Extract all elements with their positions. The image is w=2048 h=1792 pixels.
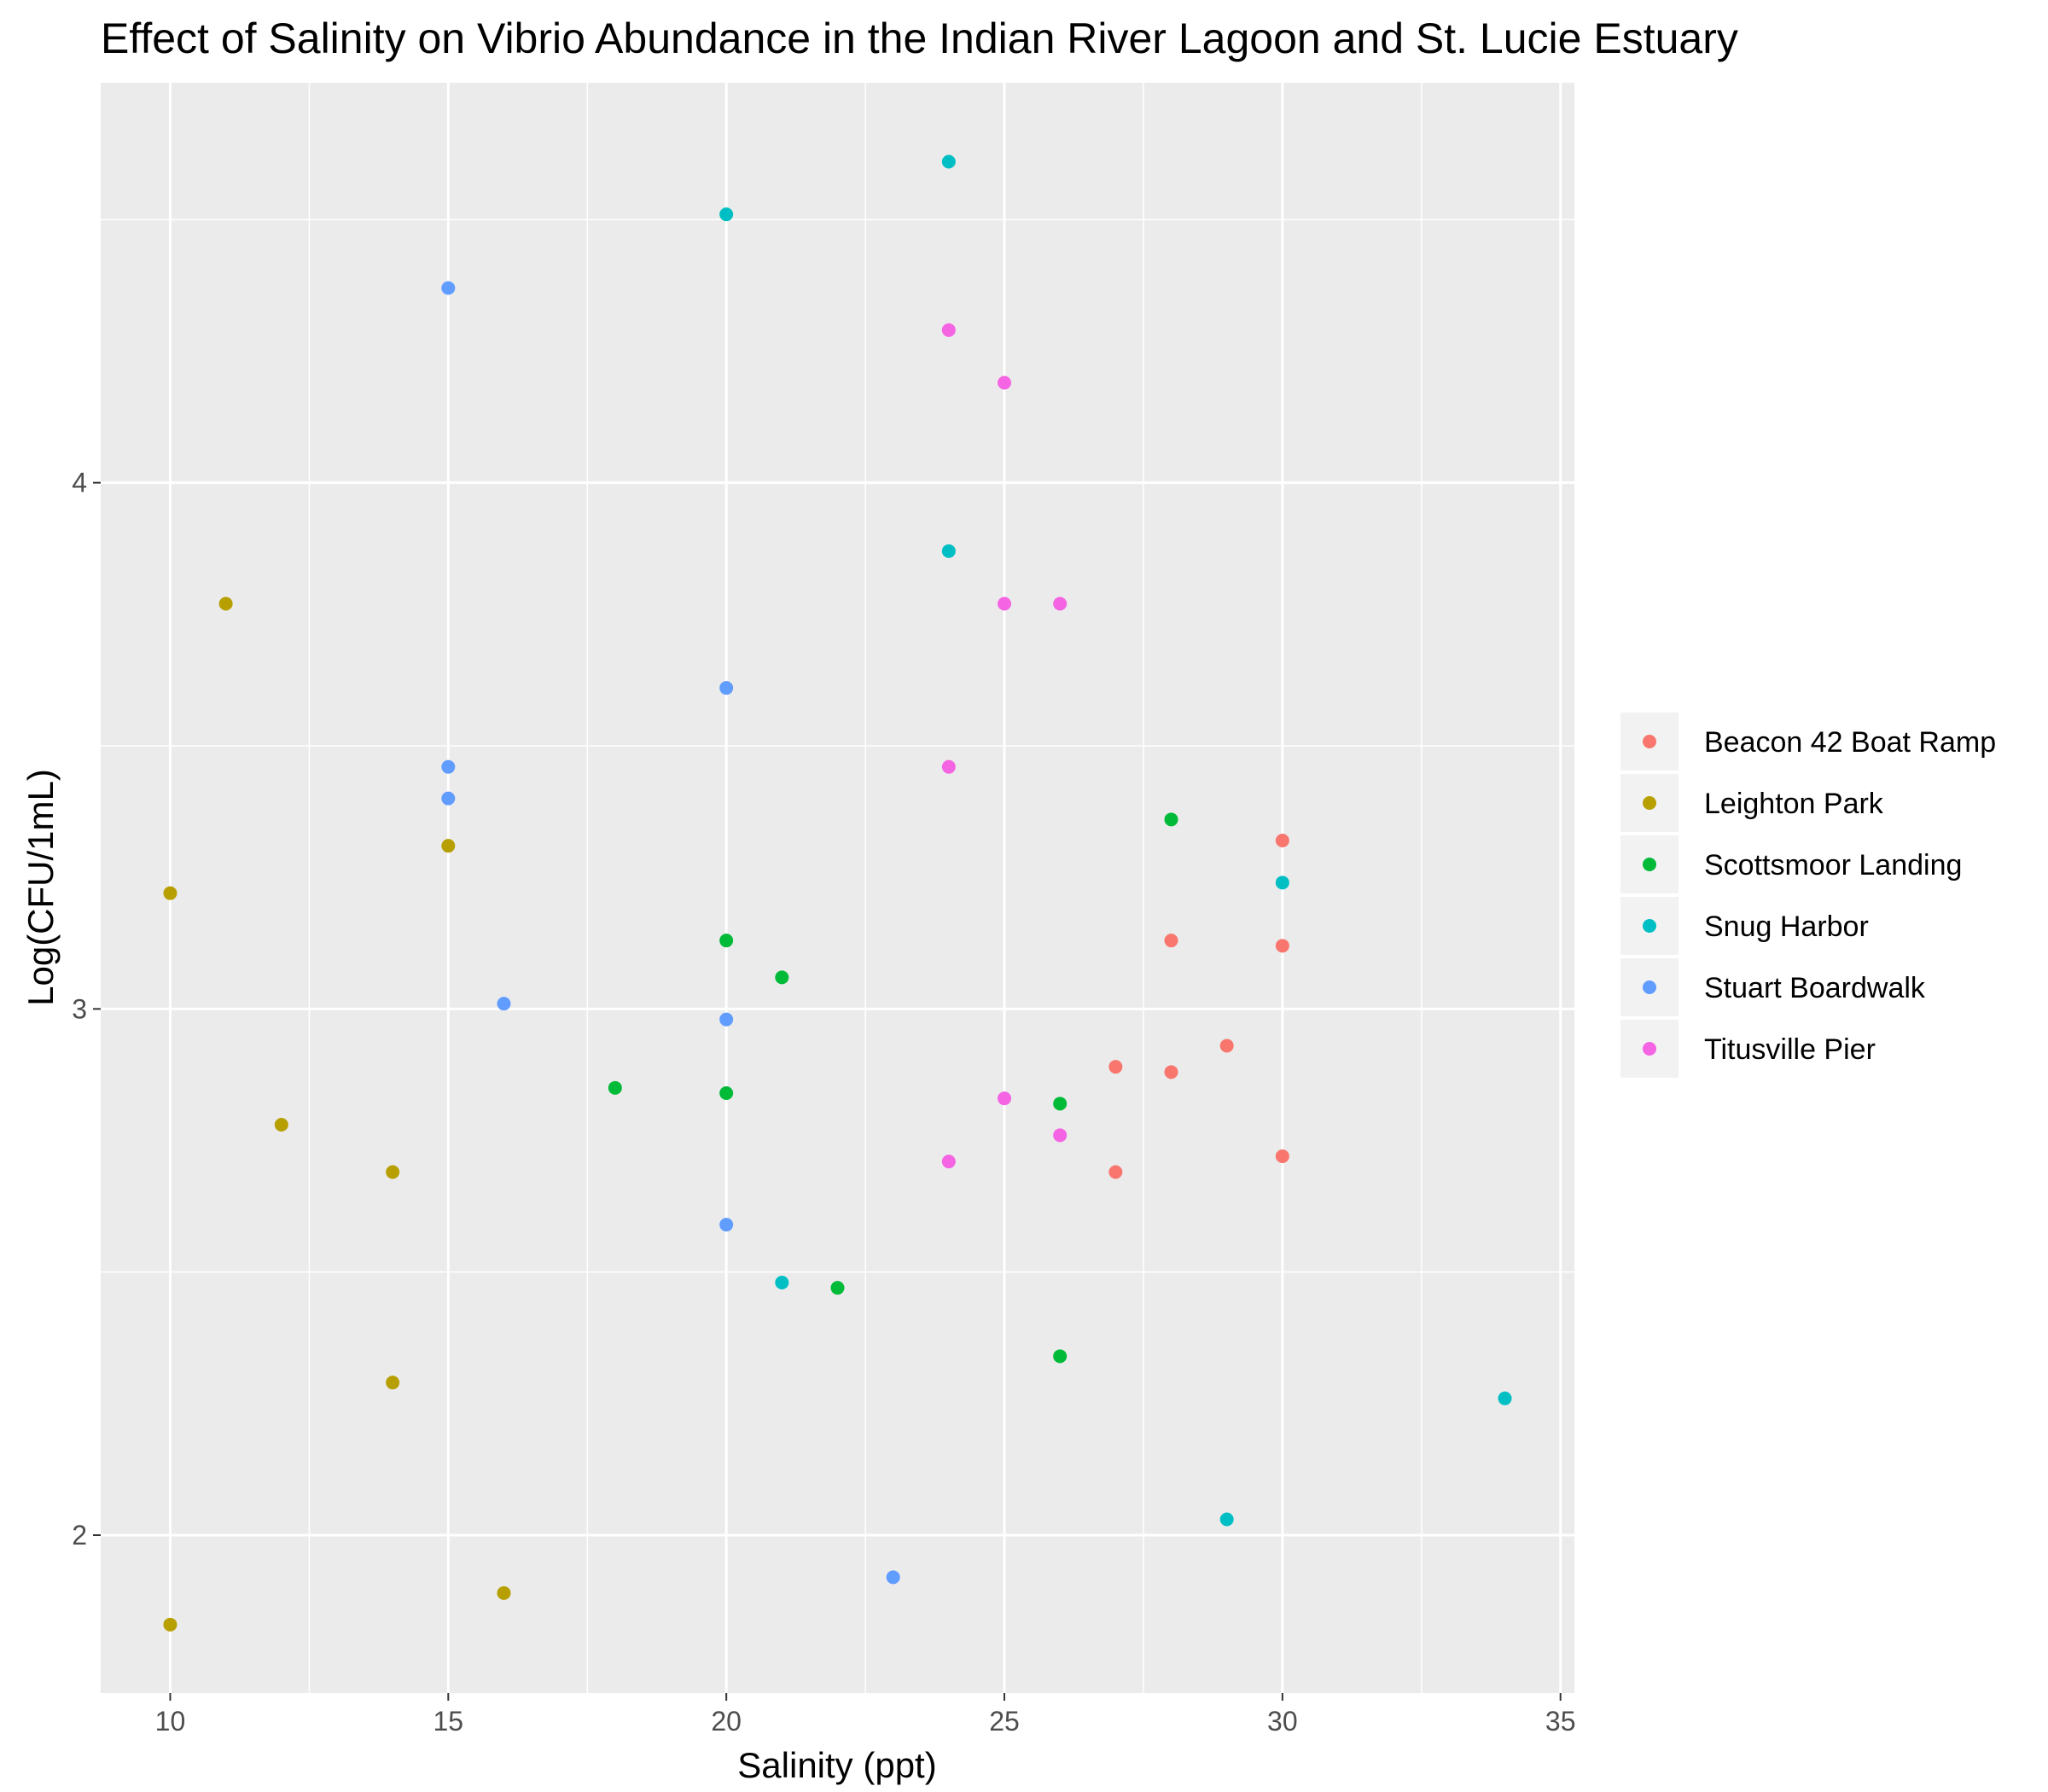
legend-label: Stuart Boardwalk — [1704, 972, 1926, 1004]
data-point — [719, 934, 734, 948]
data-point — [274, 1118, 288, 1132]
legend-marker — [1643, 796, 1656, 810]
y-tick-label: 2 — [72, 1520, 87, 1551]
data-point — [719, 1086, 734, 1100]
y-tick-label: 3 — [72, 993, 87, 1024]
data-point — [775, 970, 789, 985]
legend: Beacon 42 Boat Ramp Leighton Park Scottsmo… — [1620, 713, 1996, 1078]
legend-label: Scottsmoor Landing — [1704, 849, 1962, 881]
x-tick-label: 10 — [155, 1706, 186, 1737]
data-point — [941, 1155, 956, 1169]
data-point — [1219, 1039, 1234, 1053]
legend-label: Snug Harbor — [1704, 911, 1869, 943]
data-point — [1275, 834, 1289, 847]
data-point — [163, 1617, 177, 1632]
legend-marker — [1643, 980, 1656, 994]
data-point — [1053, 596, 1068, 611]
data-point — [441, 759, 456, 774]
data-point — [1275, 939, 1289, 953]
data-point — [941, 759, 956, 774]
y-axis-title: Log(CFU/1mL) — [20, 769, 61, 1006]
data-point — [1498, 1391, 1512, 1405]
x-axis-ticks: 10 15 20 25 30 35 — [155, 1693, 1576, 1737]
data-point — [608, 1080, 622, 1095]
data-point — [775, 1276, 789, 1289]
data-point — [1164, 812, 1178, 827]
data-point — [719, 681, 734, 695]
data-point — [1108, 1165, 1123, 1179]
x-tick-label: 15 — [433, 1706, 464, 1737]
data-point — [1053, 1128, 1068, 1143]
legend-marker — [1643, 858, 1656, 871]
y-axis-ticks: 2 3 4 — [72, 468, 101, 1551]
data-point — [218, 596, 233, 611]
data-points — [163, 154, 1512, 1632]
data-point — [941, 544, 956, 558]
data-point — [1053, 1097, 1068, 1111]
legend-label: Titusville Pier — [1704, 1033, 1876, 1066]
data-point — [1219, 1512, 1234, 1527]
data-point — [941, 154, 956, 169]
x-tick-label: 20 — [711, 1706, 742, 1737]
data-point — [998, 1091, 1012, 1106]
data-point — [441, 839, 456, 853]
x-tick-label: 25 — [989, 1706, 1020, 1737]
data-point — [441, 791, 456, 806]
legend-marker — [1643, 1042, 1656, 1056]
x-tick-label: 35 — [1545, 1706, 1576, 1737]
data-point — [1053, 1349, 1068, 1364]
y-tick-label: 4 — [72, 468, 87, 498]
x-axis-title: Salinity (ppt) — [737, 1745, 936, 1785]
data-point — [1275, 1149, 1289, 1163]
data-point — [1275, 876, 1289, 890]
data-point — [719, 207, 734, 222]
data-point — [941, 323, 956, 337]
data-point — [719, 1012, 734, 1027]
legend-marker — [1643, 735, 1656, 748]
data-point — [386, 1165, 400, 1179]
minor-gridlines — [101, 83, 1574, 1693]
legend-marker — [1643, 919, 1656, 933]
data-point — [497, 1585, 511, 1600]
data-point — [998, 375, 1012, 390]
legend-label: Leighton Park — [1704, 788, 1884, 820]
data-point — [719, 1218, 734, 1232]
data-point — [1164, 1065, 1178, 1079]
data-point — [497, 997, 511, 1011]
data-point — [1108, 1060, 1123, 1074]
data-point — [886, 1570, 900, 1585]
data-point — [1164, 934, 1178, 948]
data-point — [998, 596, 1012, 611]
plot-panel — [101, 83, 1574, 1693]
x-tick-label: 30 — [1267, 1706, 1298, 1737]
legend-label: Beacon 42 Boat Ramp — [1704, 726, 1996, 759]
chart-title: Effect of Salinity on Vibrio Abundance i… — [101, 15, 1738, 62]
data-point — [386, 1376, 400, 1390]
data-point — [163, 886, 177, 900]
data-point — [441, 281, 456, 295]
data-point — [830, 1281, 845, 1295]
